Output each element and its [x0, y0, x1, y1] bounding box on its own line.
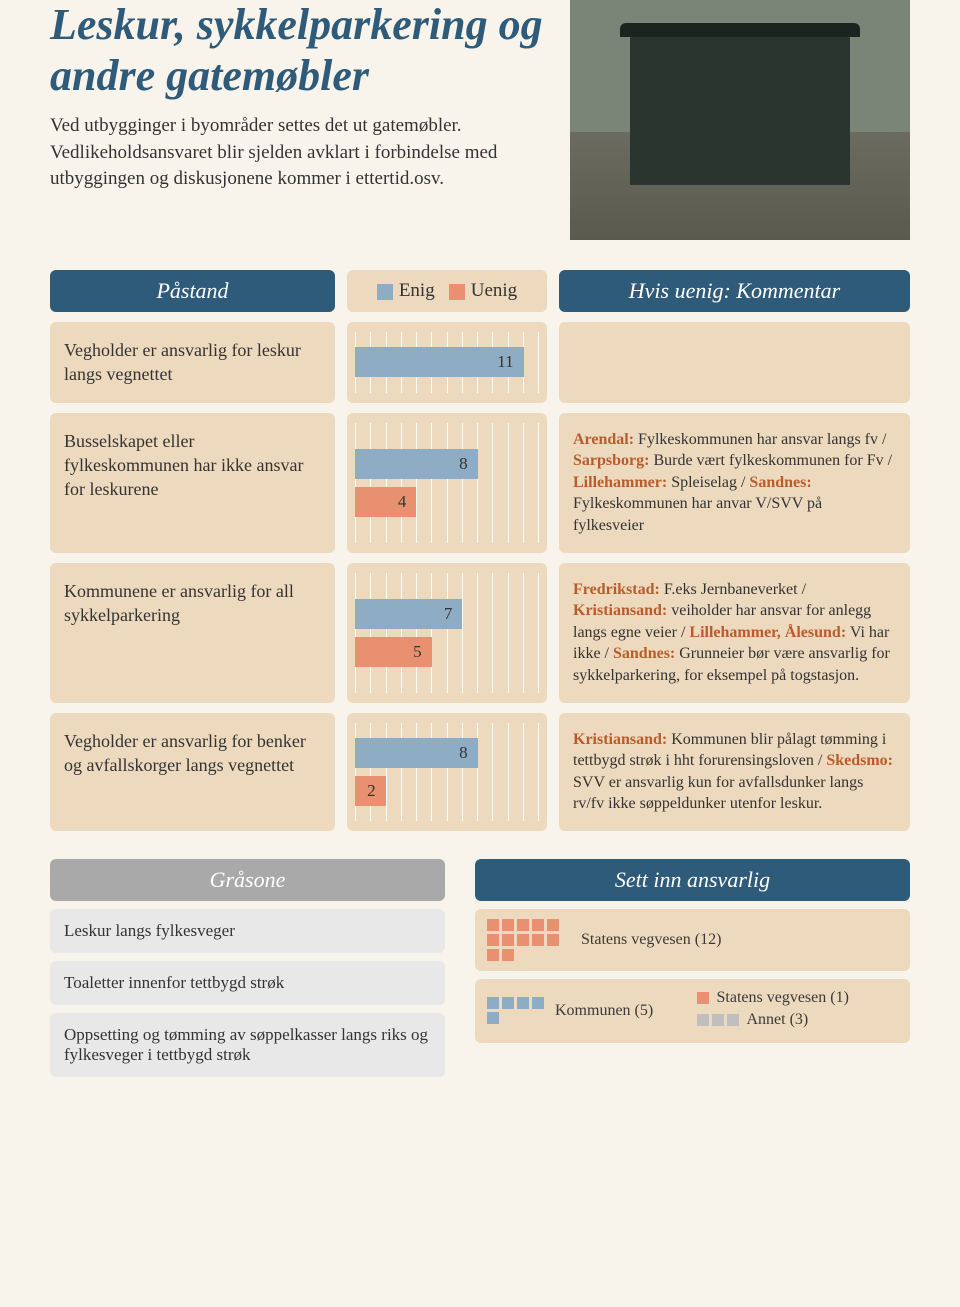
bar-chart: 84 [347, 413, 547, 553]
responsible-panel: Sett inn ansvarlig Statens vegvesen (12)… [475, 859, 910, 1077]
bar-uenig: 5 [355, 637, 432, 667]
bar-uenig: 4 [355, 487, 416, 517]
comment-cell: Kristiansand: Kommunen blir pålagt tømmi… [559, 713, 910, 831]
dot-group [487, 919, 571, 961]
survey-row: Vegholder er ansvarlig for benker og avf… [50, 713, 910, 831]
city-name: Fredrikstad: [573, 581, 660, 598]
comment-cell: Arendal: Fylkeskommunen har ansvar langs… [559, 413, 910, 553]
city-name: Arendal: [573, 431, 634, 448]
grayzone-panel: Gråsone Leskur langs fylkesveger Toalette… [50, 859, 445, 1077]
bar-chart: 11 [347, 322, 547, 403]
header-legend: Enig Uenig [347, 270, 547, 312]
claim-cell: Kommunene er ansvarlig for all sykkelpar… [50, 563, 335, 703]
city-name: Sarpsborg: [573, 452, 649, 469]
grayzone-item: Leskur langs fylkesveger [50, 909, 445, 953]
grayzone-item: Oppsetting og tømming av søppelkasser la… [50, 1013, 445, 1077]
survey-row: Busselskapet eller fylkeskommunen har ik… [50, 413, 910, 553]
swatch-enig [377, 284, 393, 300]
city-name: Sandnes: [613, 645, 675, 662]
city-name: Kristiansand: [573, 731, 667, 748]
bar-uenig: 2 [355, 776, 386, 806]
responsible-label: Statens vegvesen (1) [717, 989, 849, 1007]
page-title: Leskur, sykkelparkering og andre gatemøb… [50, 0, 550, 101]
survey-row: Vegholder er ansvarlig for leskur langs … [50, 322, 910, 403]
dot-group [487, 997, 547, 1024]
legend-uenig: Uenig [471, 280, 517, 301]
claim-cell: Vegholder er ansvarlig for leskur langs … [50, 322, 335, 403]
city-name: Kristiansand: [573, 602, 667, 619]
city-name: Skedsmo: [826, 752, 893, 769]
bar-chart: 75 [347, 563, 547, 703]
responsible-label: Kommunen (5) [555, 1002, 653, 1020]
bar-chart: 82 [347, 713, 547, 831]
survey-table: Påstand Enig Uenig Hvis uenig: Kommentar… [50, 270, 910, 831]
responsible-label: Annet (3) [747, 1011, 809, 1029]
bar-enig: 7 [355, 599, 462, 629]
bar-enig: 8 [355, 738, 478, 768]
dot-group [697, 992, 709, 1004]
claim-cell: Busselskapet eller fylkeskommunen har ik… [50, 413, 335, 553]
legend-enig: Enig [399, 280, 435, 301]
dot-group [697, 1014, 739, 1026]
responsible-row: Kommunen (5) Statens vegvesen (1) Annet (3… [475, 979, 910, 1043]
city-name: Sandnes: [749, 474, 811, 491]
header-claim: Påstand [50, 270, 335, 312]
swatch-uenig [449, 284, 465, 300]
city-name: Lillehammer, Ålesund: [689, 624, 846, 641]
responsible-row: Statens vegvesen (12) [475, 909, 910, 971]
comment-cell [559, 322, 910, 403]
bar-enig: 11 [355, 347, 524, 377]
grayzone-title: Gråsone [50, 859, 445, 901]
hero-photo [570, 0, 910, 240]
bar-enig: 8 [355, 449, 478, 479]
survey-row: Kommunene er ansvarlig for all sykkelpar… [50, 563, 910, 703]
responsible-label: Statens vegvesen (12) [581, 931, 898, 949]
header-comment: Hvis uenig: Kommentar [559, 270, 910, 312]
city-name: Lillehammer: [573, 474, 667, 491]
responsible-title: Sett inn ansvarlig [475, 859, 910, 901]
intro-text: Ved utbygginger i byområder settes det u… [50, 113, 550, 193]
grayzone-item: Toaletter innenfor tettbygd strøk [50, 961, 445, 1005]
claim-cell: Vegholder er ansvarlig for benker og avf… [50, 713, 335, 831]
comment-cell: Fredrikstad: F.eks Jernbaneverket / Kris… [559, 563, 910, 703]
bus-shelter-shape [630, 35, 850, 185]
